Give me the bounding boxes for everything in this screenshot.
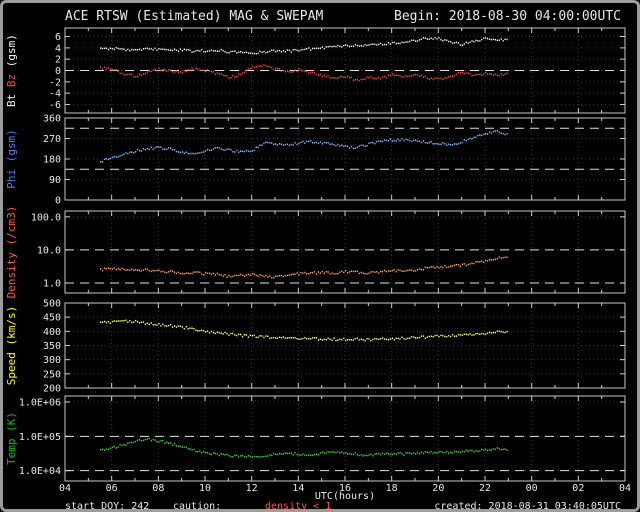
x-tick-label: 20 xyxy=(432,483,444,494)
y-tick-label: 90 xyxy=(49,175,61,186)
start-doy-label: start DOY: 242 xyxy=(65,501,150,512)
y-tick-label: 1.0 xyxy=(43,279,61,290)
y-tick-label: -4 xyxy=(49,89,61,100)
y-tick-label: 200 xyxy=(43,384,61,395)
x-tick-label: 02 xyxy=(572,483,584,494)
y-tick-label: 100.0 xyxy=(31,212,61,223)
y-tick-label: 400 xyxy=(43,327,61,338)
y-tick-label: 1.0E+05 xyxy=(19,432,61,443)
y-tick-label: -6 xyxy=(49,100,61,111)
y-axis-label-density: Density (/cm3) xyxy=(5,206,18,299)
y-tick-label: 1.0E+06 xyxy=(19,398,61,409)
y-tick-label: 1.0E+04 xyxy=(19,466,61,477)
x-tick-label: 18 xyxy=(386,483,398,494)
x-tick-label: 08 xyxy=(152,483,164,494)
caution-label: caution: xyxy=(173,501,222,512)
y-tick-label: 0 xyxy=(55,66,61,77)
x-tick-label: 16 xyxy=(339,483,351,494)
x-tick-label: 04 xyxy=(619,483,631,494)
plot-title: ACE RTSW (Estimated) MAG & SWEPAM xyxy=(65,9,324,24)
y-tick-label: 6 xyxy=(55,32,61,43)
y-tick-label: 350 xyxy=(43,341,61,352)
x-tick-label: 06 xyxy=(106,483,118,494)
y-tick-label: 500 xyxy=(43,299,61,310)
begin-timestamp: Begin: 2018-08-30 04:00:00UTC xyxy=(394,9,621,24)
x-tick-label: 10 xyxy=(199,483,211,494)
y-tick-label: 180 xyxy=(43,155,61,166)
y-axis-label-phi: Phi (gsm) xyxy=(5,129,18,189)
series-Temp xyxy=(100,437,508,458)
y-tick-label: 450 xyxy=(43,313,61,324)
y-tick-label: 270 xyxy=(43,134,61,145)
x-axis-label: UTC(hours) xyxy=(314,491,376,502)
series-Bt xyxy=(100,36,508,55)
x-tick-label: 04 xyxy=(59,483,71,494)
y-tick-label: 0 xyxy=(55,196,61,207)
series-Speed xyxy=(100,319,508,342)
y-axis-label-bt-bz: Bt Bz (gsm) xyxy=(5,34,18,107)
series-Density xyxy=(100,256,508,279)
y-tick-label: 250 xyxy=(43,369,61,380)
x-tick-label: 22 xyxy=(479,483,491,494)
created-timestamp: created: 2018-08-31 03:40:05UTC xyxy=(434,501,621,512)
panel-phi: 360 270 180 90 0 Phi (gsm) xyxy=(5,114,626,207)
x-tick-label: 00 xyxy=(526,483,538,494)
y-tick-label: -2 xyxy=(49,77,61,88)
y-tick-label: 360 xyxy=(43,114,61,125)
panel-speed: 500 450 400 350 300 250 200 Speed (km/s) xyxy=(5,299,626,395)
series-Phi xyxy=(100,129,508,163)
y-axis-label-speed: Speed (km/s) xyxy=(5,306,18,385)
y-tick-label: 4 xyxy=(55,43,61,54)
y-tick-label: 300 xyxy=(43,355,61,366)
y-axis-label-temp: Temp (K) xyxy=(5,412,18,465)
panel-density: 100.0 10.0 1.0 Density (/cm3) xyxy=(5,206,626,299)
series-Bz xyxy=(100,64,508,82)
x-tick-label: 14 xyxy=(292,483,304,494)
caution-value: density < 1 xyxy=(265,501,332,512)
x-tick-label: 12 xyxy=(246,483,258,494)
y-tick-label: 2 xyxy=(55,55,61,66)
y-tick-label: 10.0 xyxy=(37,245,61,256)
